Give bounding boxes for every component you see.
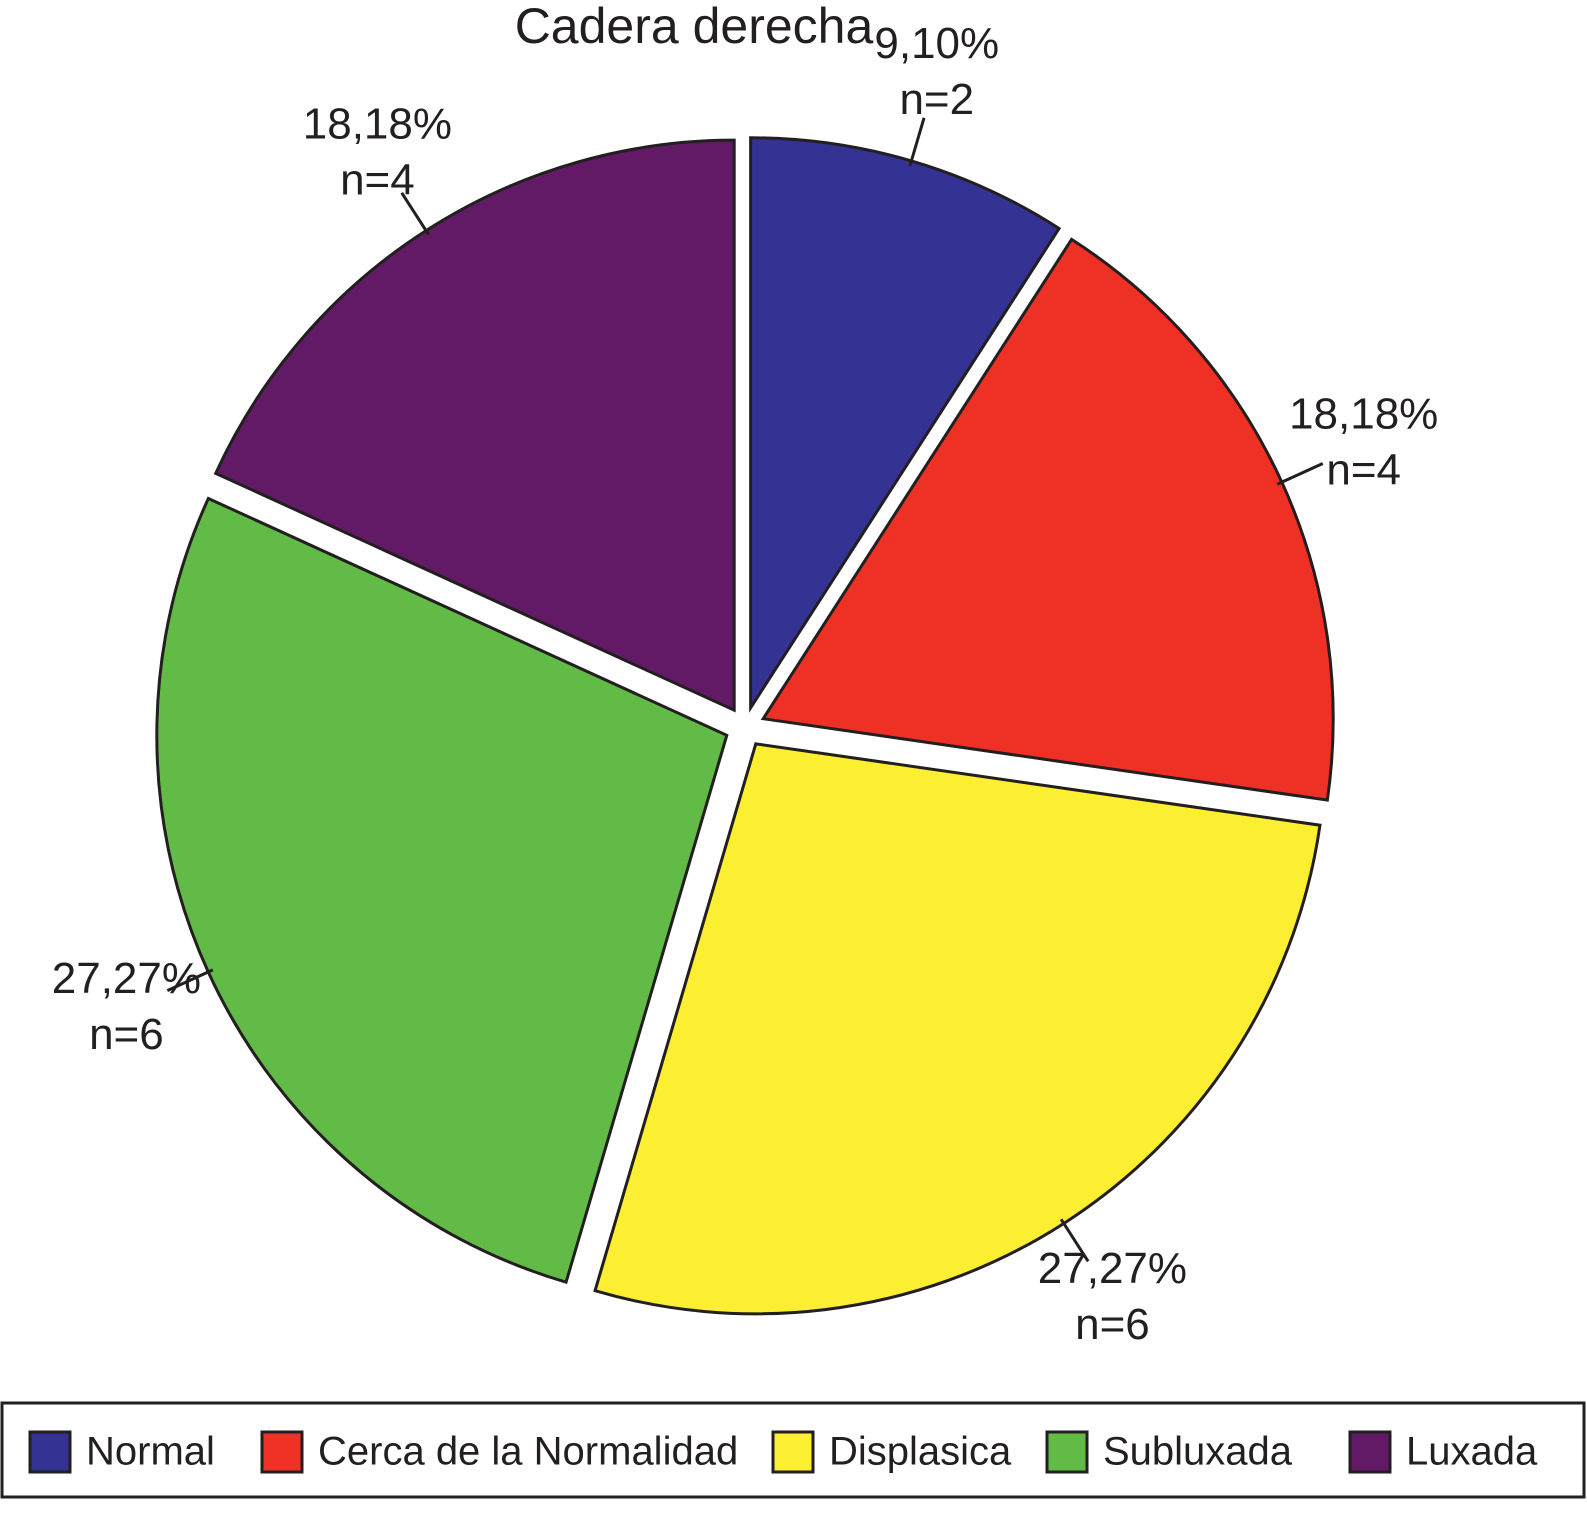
leader-line xyxy=(1059,1218,1090,1263)
leader-line xyxy=(1276,462,1324,486)
legend-label: Subluxada xyxy=(1103,1430,1293,1474)
legend-label: Luxada xyxy=(1406,1430,1538,1474)
legend-swatch xyxy=(771,1430,815,1474)
leader-line xyxy=(166,968,214,993)
count-label: n=6 xyxy=(89,1010,164,1059)
count-label: n=6 xyxy=(1075,1300,1150,1349)
value-label: 27,27% xyxy=(1038,1244,1187,1293)
count-label: n=2 xyxy=(899,75,974,124)
legend-label: Normal xyxy=(86,1430,215,1474)
count-label: n=4 xyxy=(340,156,415,205)
legend-swatch xyxy=(1348,1430,1392,1474)
legend-label: Cerca de la Normalidad xyxy=(318,1430,738,1474)
count-label: n=4 xyxy=(1326,445,1401,494)
legend-swatch xyxy=(1045,1430,1089,1474)
pie-slice xyxy=(593,742,1322,1316)
leader-line xyxy=(908,117,926,167)
legend-swatch xyxy=(260,1430,304,1474)
value-label: 27,27% xyxy=(52,954,201,1003)
chart-title: Cadera derecha xyxy=(515,0,874,54)
leader-line xyxy=(400,191,431,236)
legend-label: Displasica xyxy=(829,1430,1012,1474)
value-label: 18,18% xyxy=(1289,389,1438,438)
legend-swatch xyxy=(28,1430,72,1474)
value-label: 9,10% xyxy=(874,19,999,68)
value-label: 18,18% xyxy=(303,100,452,149)
